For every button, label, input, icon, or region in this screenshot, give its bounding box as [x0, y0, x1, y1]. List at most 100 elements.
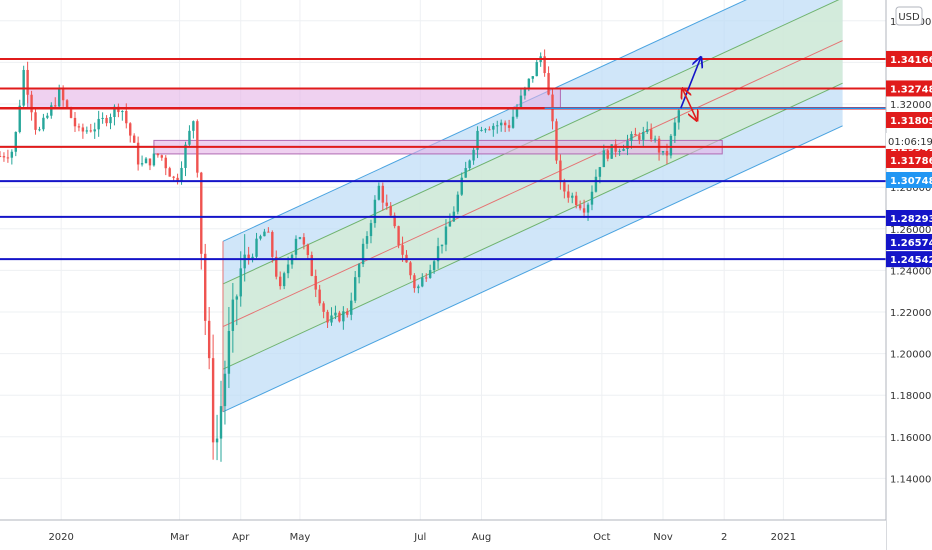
candle-body — [582, 208, 586, 213]
candle-body — [192, 121, 195, 131]
y-tick-label: 1.32000 — [890, 100, 931, 111]
candle-body — [61, 88, 65, 101]
candle-body — [121, 110, 124, 113]
candle-body — [14, 131, 17, 152]
candle-body — [26, 69, 29, 95]
candle-body — [113, 106, 116, 118]
currency-badge[interactable]: USD — [895, 6, 923, 26]
candle-body — [136, 142, 140, 165]
candle-body — [519, 95, 523, 108]
candle-body — [444, 226, 448, 245]
candle-body — [373, 199, 377, 224]
candle-body — [207, 320, 211, 359]
time-axis[interactable]: 2020 Mar Apr May Jul Aug Oct Nov 2 2021 — [0, 519, 886, 550]
candle-body — [160, 155, 164, 158]
level-tag-bg — [886, 210, 932, 226]
candle-body — [389, 205, 392, 216]
candle-body — [342, 311, 345, 322]
candle-body — [243, 254, 246, 269]
candle-body — [42, 117, 45, 130]
candle-body — [188, 130, 191, 145]
candle-body — [85, 130, 89, 132]
candle-body — [247, 254, 250, 259]
candle-body — [543, 56, 546, 74]
candle-body — [598, 167, 602, 177]
candle-body — [673, 122, 677, 136]
candle-body — [298, 237, 302, 239]
candle-body — [496, 125, 499, 127]
candle-body — [57, 88, 61, 107]
x-tick-label: May — [290, 532, 311, 543]
level-tag-text: 1.24542 — [890, 255, 932, 266]
current-price-tag-bg — [886, 172, 932, 188]
candle-body — [381, 185, 385, 203]
candle-body — [409, 262, 412, 276]
candle-body — [172, 176, 175, 178]
candle-body — [500, 122, 503, 126]
candle-body — [255, 238, 258, 257]
candle-body — [634, 133, 637, 136]
candle-body — [73, 117, 77, 127]
candle-body — [515, 107, 519, 117]
candle-body — [369, 223, 373, 237]
candle-body — [164, 157, 167, 169]
candle-body — [428, 270, 432, 278]
candle-body — [436, 246, 440, 262]
level-tag-text: 1.28293 — [890, 214, 932, 225]
candle-body — [594, 176, 598, 192]
candle-body — [326, 311, 329, 323]
x-tick-label: Jul — [413, 532, 426, 543]
candle-body — [523, 87, 527, 96]
candle-body — [350, 300, 353, 315]
candle-body — [448, 221, 452, 227]
candle-body — [77, 126, 81, 128]
candle-body — [642, 131, 645, 140]
candle-body — [385, 202, 388, 206]
x-tick-label: Nov — [653, 532, 673, 543]
x-tick-label: 2 — [721, 532, 727, 543]
candle-body — [6, 157, 10, 159]
candle-body — [231, 299, 235, 331]
candle-body — [89, 130, 92, 132]
level-tag: 1.26574 — [886, 234, 932, 250]
y-tick-label: 1.18000 — [890, 391, 931, 402]
candle-body — [476, 130, 479, 150]
candle-body — [646, 129, 649, 132]
candle-body — [81, 127, 85, 132]
price-tags: 1.341661.327481.318051.317861.299411.282… — [886, 50, 932, 268]
candle-body — [310, 255, 313, 276]
candle-body — [30, 94, 33, 113]
candle-body — [271, 231, 274, 257]
candle-body — [432, 261, 436, 271]
candle-body — [346, 311, 349, 315]
candle-body — [377, 185, 381, 200]
candle-body — [200, 172, 203, 254]
candle-body — [180, 167, 183, 181]
candle-body — [397, 226, 400, 246]
level-tag-text: 1.31786 — [890, 156, 932, 167]
candle-body — [282, 273, 286, 287]
candle-body — [567, 191, 570, 198]
candle-body — [263, 231, 266, 237]
candle-body — [38, 129, 41, 131]
y-tick-label: 1.26000 — [890, 225, 931, 236]
candle-body — [590, 191, 594, 205]
candle-body — [302, 237, 306, 245]
candle-body — [109, 117, 112, 124]
candle-body — [421, 277, 424, 287]
candle-body — [488, 129, 491, 131]
x-tick-label: Oct — [593, 532, 610, 543]
candle-body — [657, 138, 661, 153]
candle-body — [630, 133, 633, 141]
level-tag: 1.28293 — [886, 210, 932, 226]
candle-body — [176, 177, 179, 181]
candle-body — [259, 236, 262, 239]
candle-body — [140, 163, 144, 165]
level-tag-text: 1.34166 — [890, 55, 932, 66]
x-tick-label: Apr — [232, 532, 250, 543]
candle-body — [425, 277, 428, 279]
candle-body — [472, 149, 475, 161]
candle-body — [574, 195, 578, 206]
